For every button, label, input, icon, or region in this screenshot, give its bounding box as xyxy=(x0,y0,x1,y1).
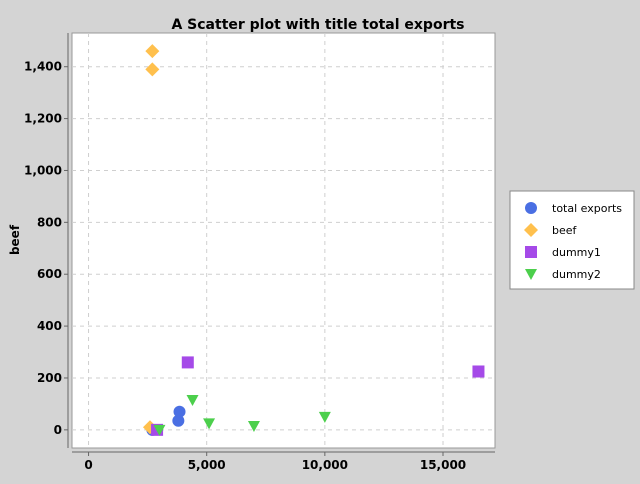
data-point-triangle-down xyxy=(247,420,260,432)
y-tick-label: 800 xyxy=(37,215,62,229)
x-tick-label: 5,000 xyxy=(188,458,226,472)
data-point-square xyxy=(472,365,485,378)
y-tick-label: 1,000 xyxy=(24,163,62,177)
data-point-circle xyxy=(172,414,185,427)
legend-label: dummy1 xyxy=(552,246,601,259)
legend-marker-triangle-down xyxy=(525,269,537,280)
legend-label: dummy2 xyxy=(552,268,601,281)
y-axis-ticks: 0 200 400 600 800 1,000 1,200 1,400 xyxy=(24,60,68,437)
chart-title: A Scatter plot with title total exports xyxy=(171,17,464,33)
legend-marker-diamond xyxy=(524,223,538,237)
data-point-diamond xyxy=(145,44,160,59)
y-tick-label: 1,200 xyxy=(24,112,62,126)
data-point-diamond xyxy=(145,62,160,77)
data-points xyxy=(142,44,485,436)
data-point-triangle-down xyxy=(153,424,166,436)
y-axis-label: beef xyxy=(8,224,22,255)
y-tick-label: 1,400 xyxy=(24,60,62,74)
legend-label: total exports xyxy=(552,202,622,215)
legend-marker-square xyxy=(525,246,537,258)
y-tick-label: 600 xyxy=(37,267,62,281)
legend: total exports beef dummy1 dummy2 xyxy=(509,190,635,290)
y-tick-label: 400 xyxy=(37,319,62,333)
data-point-triangle-down xyxy=(203,418,216,430)
x-axis-ticks: 0 5,000 10,000 15,000 xyxy=(84,452,466,472)
x-tick-label: 15,000 xyxy=(420,458,466,472)
axes xyxy=(67,33,495,453)
x-tick-label: 0 xyxy=(84,458,92,472)
y-tick-label: 0 xyxy=(54,423,62,437)
data-point-triangle-down xyxy=(318,411,331,423)
plot-area xyxy=(71,32,496,449)
legend-marker-circle xyxy=(525,202,537,214)
data-point-square xyxy=(181,356,194,369)
legend-label: beef xyxy=(552,224,578,237)
y-tick-label: 200 xyxy=(37,371,62,385)
data-point-circle xyxy=(173,405,186,418)
x-tick-label: 10,000 xyxy=(302,458,348,472)
data-point-triangle-down xyxy=(186,395,199,407)
grid-lines xyxy=(72,33,495,448)
